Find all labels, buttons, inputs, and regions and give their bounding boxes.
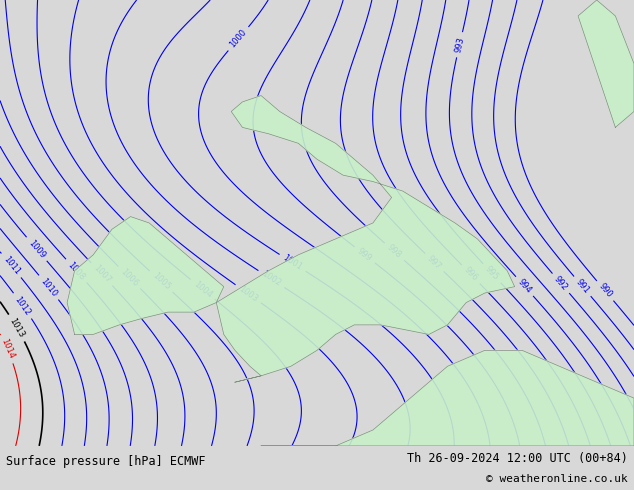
Text: 998: 998 <box>385 243 403 260</box>
Text: 1010: 1010 <box>39 276 59 298</box>
Text: 995: 995 <box>483 265 501 282</box>
Text: 1009: 1009 <box>27 238 47 260</box>
Text: 1002: 1002 <box>260 270 283 289</box>
Text: 1005: 1005 <box>150 271 172 292</box>
Polygon shape <box>578 0 634 127</box>
Text: 1013: 1013 <box>8 317 26 339</box>
Text: 999: 999 <box>356 246 373 263</box>
Text: 1011: 1011 <box>1 254 22 276</box>
Text: 1000: 1000 <box>228 28 249 49</box>
Text: 1001: 1001 <box>281 253 304 272</box>
Text: © weatheronline.co.uk: © weatheronline.co.uk <box>486 474 628 484</box>
Text: 992: 992 <box>552 274 569 292</box>
Polygon shape <box>261 350 634 446</box>
Text: 996: 996 <box>462 266 479 283</box>
Text: 990: 990 <box>597 282 614 300</box>
Text: 1007: 1007 <box>91 264 112 285</box>
Text: 1014: 1014 <box>0 338 16 360</box>
Text: 1012: 1012 <box>13 294 32 317</box>
Text: Surface pressure [hPa] ECMWF: Surface pressure [hPa] ECMWF <box>6 455 206 468</box>
Text: Th 26-09-2024 12:00 UTC (00+84): Th 26-09-2024 12:00 UTC (00+84) <box>407 452 628 465</box>
Text: 993: 993 <box>453 36 466 53</box>
Text: 994: 994 <box>516 277 533 295</box>
Text: 1006: 1006 <box>119 267 140 288</box>
Text: 997: 997 <box>425 254 443 271</box>
Text: 1003: 1003 <box>237 284 259 304</box>
Text: 991: 991 <box>574 277 591 295</box>
Text: 1004: 1004 <box>191 279 214 299</box>
Polygon shape <box>216 96 515 382</box>
Polygon shape <box>67 217 224 334</box>
Text: 1008: 1008 <box>66 260 87 282</box>
